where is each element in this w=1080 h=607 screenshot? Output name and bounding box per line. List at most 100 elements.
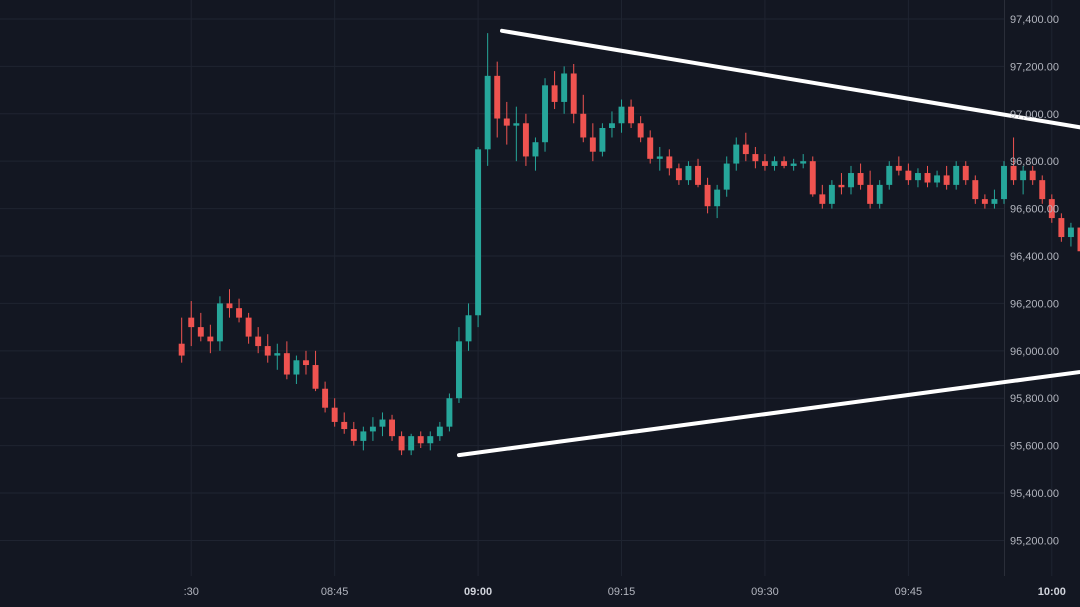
candle-body xyxy=(1010,165,1017,181)
candle-body xyxy=(255,336,262,347)
candle-body xyxy=(408,436,415,451)
y-tick-label: 97,000.00 xyxy=(1010,109,1059,121)
candle-body xyxy=(962,165,969,181)
candle-body xyxy=(637,123,644,138)
candle-body xyxy=(876,184,883,204)
candle-body xyxy=(1077,227,1080,252)
candle-body xyxy=(551,85,558,102)
candle-body xyxy=(656,156,663,159)
candle-body xyxy=(695,165,701,185)
annotations: Triangle xyxy=(456,28,1080,458)
candle-body xyxy=(350,429,357,441)
candle-body xyxy=(666,156,673,169)
candle-body xyxy=(800,161,807,164)
candle-body xyxy=(542,85,548,143)
candle-body xyxy=(398,436,405,451)
candle-body xyxy=(446,398,453,427)
candles xyxy=(178,33,1080,456)
candle-body xyxy=(264,346,271,356)
y-tick-label: 95,400.00 xyxy=(1010,488,1059,500)
candle-body xyxy=(714,189,721,207)
triangle-lower-trendline xyxy=(456,369,1080,458)
candle-body xyxy=(456,341,462,399)
candle-body xyxy=(647,137,654,159)
candle-body xyxy=(207,336,214,342)
y-tick-label: 97,200.00 xyxy=(1010,61,1059,73)
y-tick-label: 95,200.00 xyxy=(1010,535,1059,547)
x-tick-label: 09:30 xyxy=(751,586,779,598)
candle-body xyxy=(848,173,854,188)
y-tick-label: 97,400.00 xyxy=(1010,14,1059,26)
candle-body xyxy=(226,303,233,309)
candle-body xyxy=(360,431,367,441)
x-tick-label: 09:15 xyxy=(608,586,636,598)
candle-body xyxy=(752,154,759,162)
y-tick-label: 96,200.00 xyxy=(1010,298,1059,310)
candle-body xyxy=(1029,170,1036,181)
y-tick-label: 95,800.00 xyxy=(1010,393,1059,405)
candle-body xyxy=(494,75,501,119)
candle-body xyxy=(934,175,941,183)
candle-body xyxy=(685,165,692,181)
y-tick-label: 95,600.00 xyxy=(1010,441,1059,453)
x-tick-label: 09:45 xyxy=(895,586,923,598)
candle-body xyxy=(427,436,434,444)
candle-body xyxy=(991,199,998,204)
candle-body xyxy=(1020,170,1027,181)
candle-body xyxy=(828,184,835,204)
candle-body xyxy=(513,123,520,126)
y-axis: 97,400.00 97,200.00 97,000.00 96,800.00 96,6… xyxy=(1010,14,1059,547)
candle-body xyxy=(369,426,376,432)
candle-body xyxy=(475,149,482,316)
candle-body xyxy=(503,118,510,126)
candle-body xyxy=(981,199,988,204)
candle-body xyxy=(216,303,223,342)
candle-body xyxy=(790,163,797,166)
y-tick-label: 96,000.00 xyxy=(1010,346,1059,358)
candle-body xyxy=(379,419,386,427)
candle-body xyxy=(274,353,281,356)
candle-body xyxy=(886,165,893,185)
candle-body xyxy=(331,407,338,422)
candle-body xyxy=(1067,227,1074,238)
candle-body xyxy=(312,365,319,389)
candle-body xyxy=(197,327,204,337)
candle-body xyxy=(484,75,491,150)
candle-body xyxy=(628,106,635,124)
candle-body xyxy=(322,388,329,408)
candle-body xyxy=(608,123,615,128)
candle-body xyxy=(1039,180,1046,200)
candle-body xyxy=(618,106,625,124)
candle-body xyxy=(283,353,290,375)
candle-body xyxy=(723,163,730,190)
candle-body xyxy=(245,317,252,337)
candle-body xyxy=(857,173,864,185)
y-tick-label: 96,600.00 xyxy=(1010,204,1059,216)
x-tick-label: 09:00 xyxy=(464,586,492,598)
candle-body xyxy=(809,161,816,195)
candle-body xyxy=(178,343,185,356)
candle-body xyxy=(570,73,577,114)
y-tick-label: 96,800.00 xyxy=(1010,156,1059,168)
candle-body xyxy=(838,184,845,188)
candle-body xyxy=(465,315,472,342)
triangle-upper-trendline xyxy=(500,28,1080,130)
candle-body xyxy=(580,113,587,138)
candle-body xyxy=(953,165,960,185)
candle-body xyxy=(522,123,529,157)
x-tick-label: :30 xyxy=(184,586,199,598)
candle-body xyxy=(704,184,711,207)
candle-body xyxy=(188,317,195,328)
candle-body xyxy=(895,165,902,171)
candle-body xyxy=(943,175,950,185)
candle-body xyxy=(819,194,826,204)
candle-body xyxy=(905,170,912,181)
x-tick-label: 10:00 xyxy=(1038,586,1066,598)
candle-body xyxy=(236,308,243,318)
candle-body xyxy=(341,421,348,430)
candle-body xyxy=(761,161,768,166)
candle-body xyxy=(733,144,740,164)
candle-body xyxy=(914,173,921,181)
